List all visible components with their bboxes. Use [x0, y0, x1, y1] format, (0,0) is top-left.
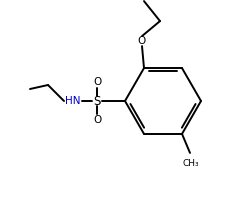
Text: O: O: [93, 115, 101, 125]
Text: S: S: [93, 95, 101, 107]
Text: O: O: [93, 77, 101, 87]
Text: O: O: [138, 36, 146, 46]
Text: CH₃: CH₃: [183, 159, 199, 168]
Text: HN: HN: [65, 96, 81, 106]
